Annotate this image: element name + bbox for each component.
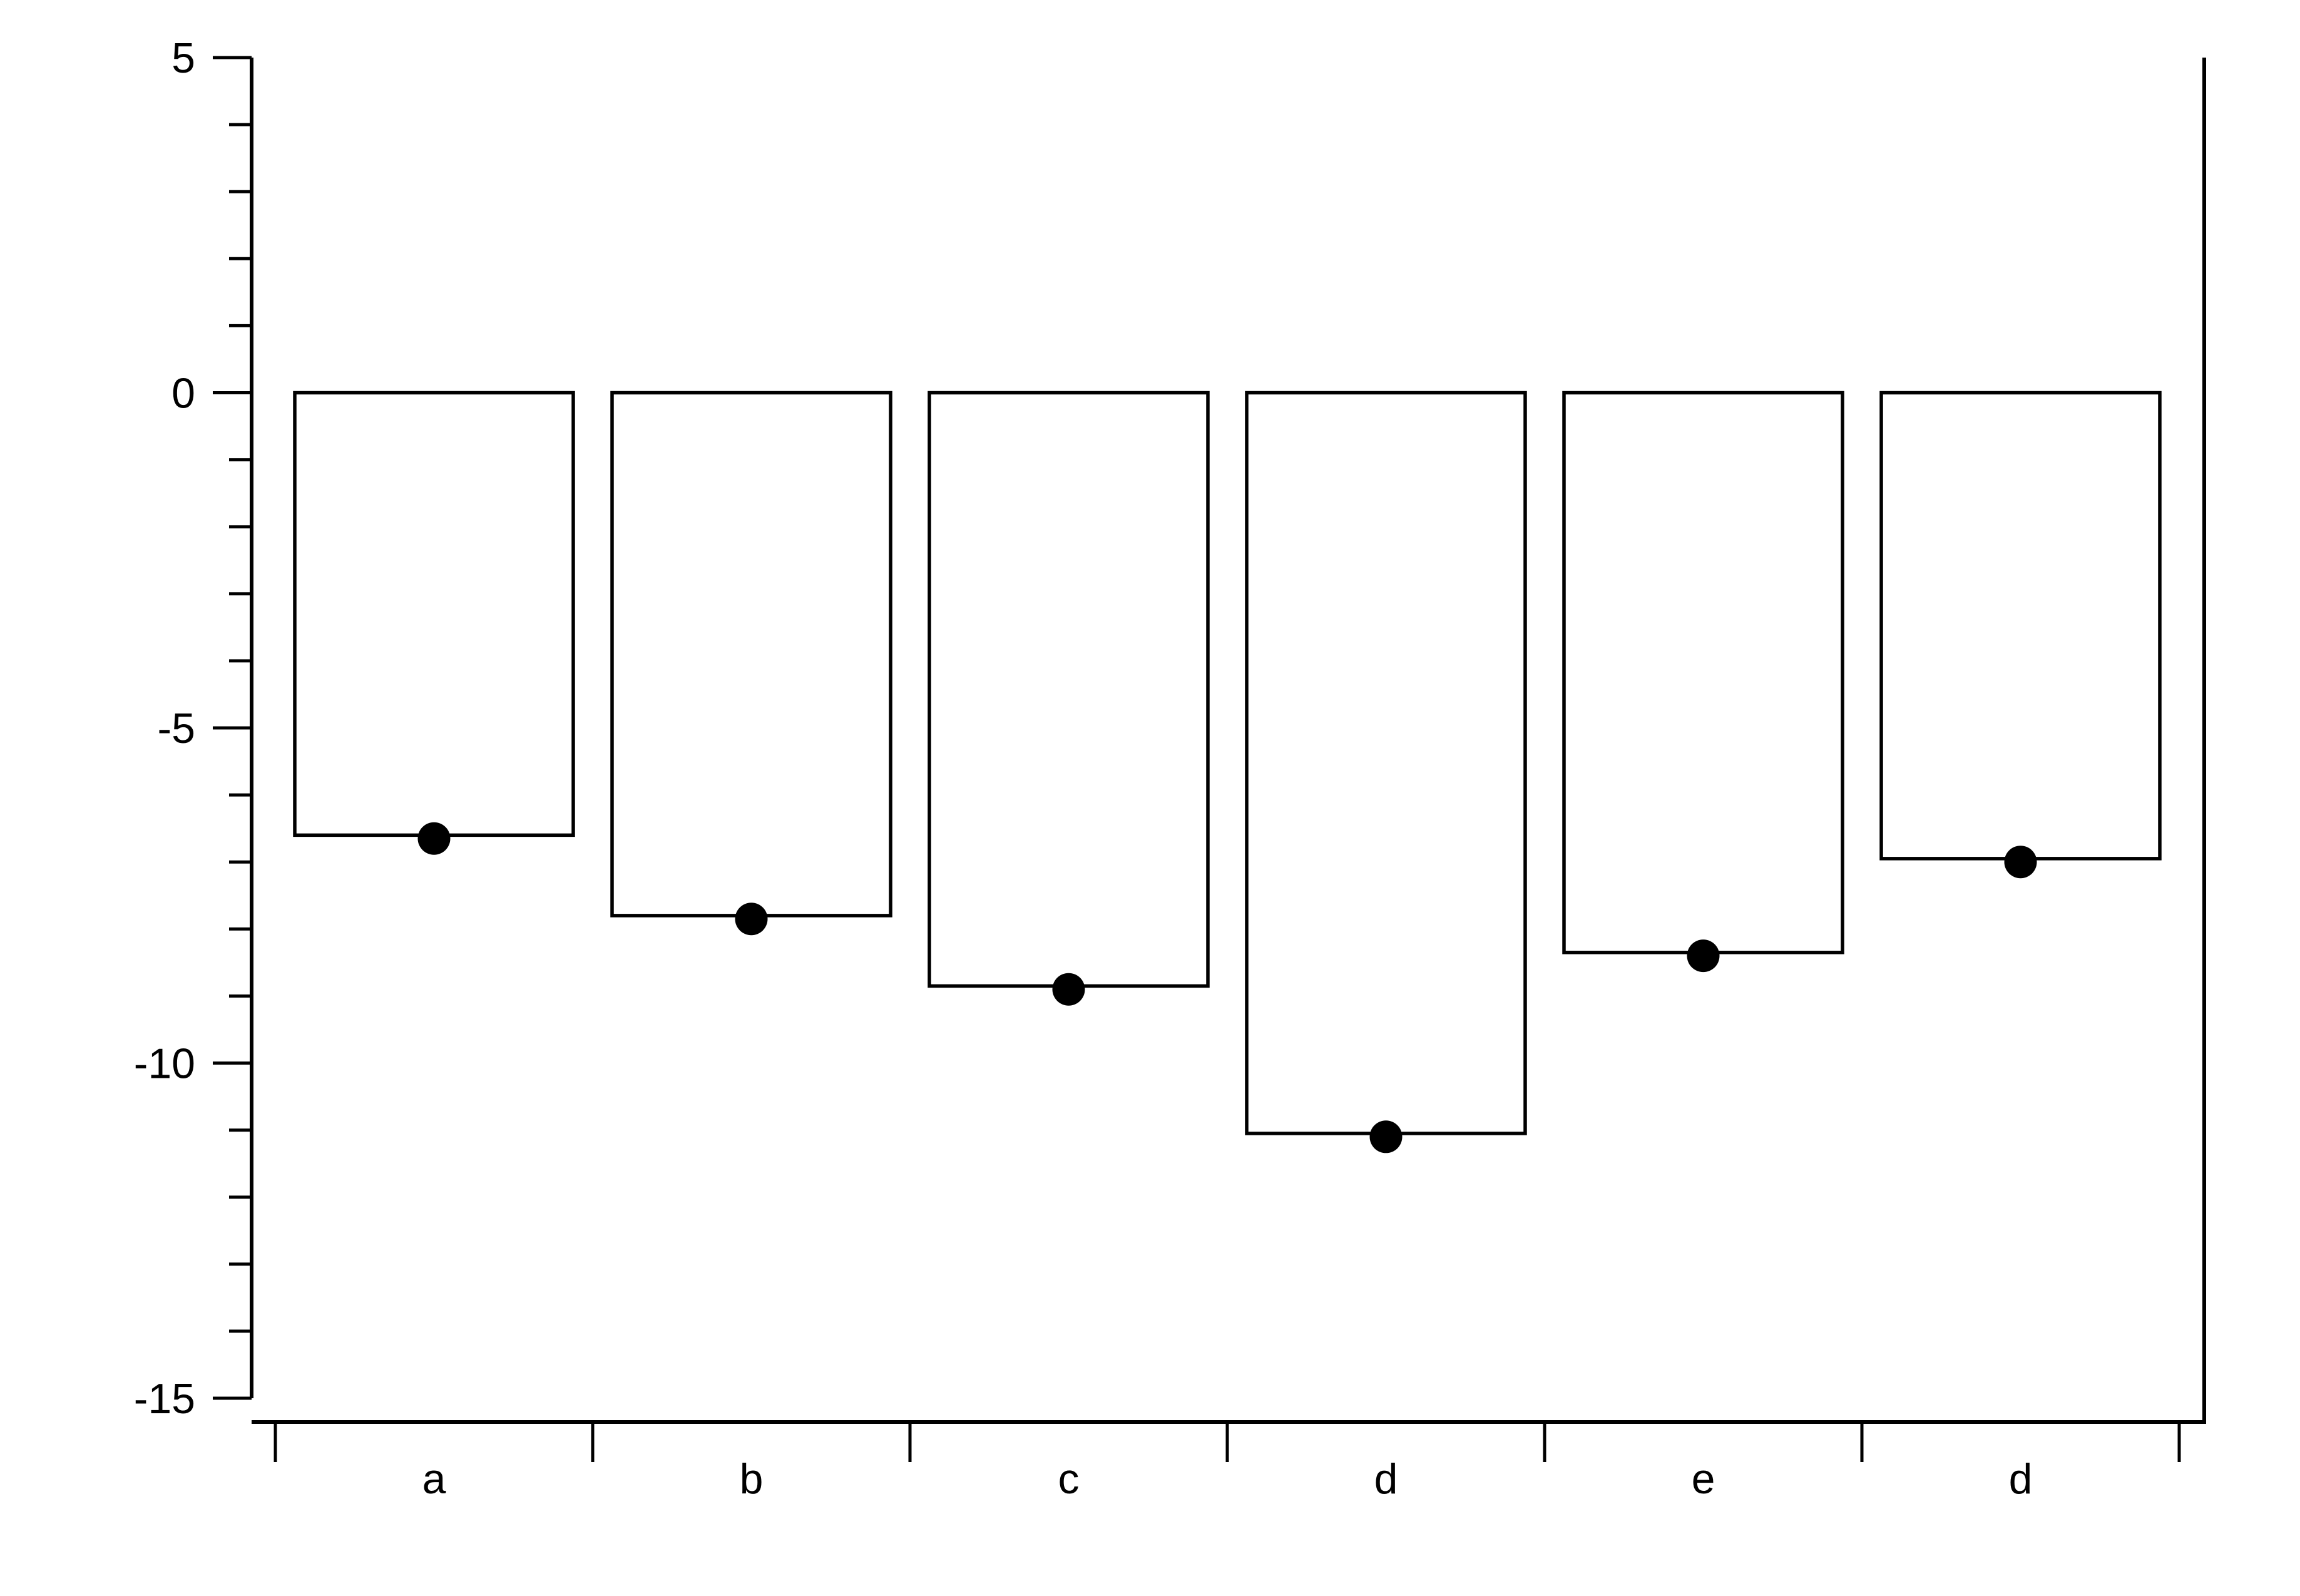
bar-2 [610, 391, 892, 918]
y-tick-label-4: -10 [134, 1040, 195, 1088]
y-tick-label-3: -5 [158, 705, 195, 752]
x-tick-label-2: b [740, 1455, 764, 1503]
x-tick-label-6: d [2009, 1455, 2033, 1503]
y-tick-label-5: -15 [134, 1375, 195, 1423]
marker-point-2 [735, 903, 768, 936]
bar-6 [1879, 391, 2162, 861]
marker-point-1 [417, 822, 451, 855]
x-tick-label-1: a [422, 1455, 446, 1503]
bar-3 [928, 391, 1210, 988]
markers-layer [417, 822, 2037, 1154]
y-tick-label-1: 5 [171, 34, 195, 82]
x-tick-label-5: e [1692, 1455, 1715, 1503]
marker-point-6 [2004, 846, 2037, 879]
axes-layer [213, 56, 2206, 1462]
marker-point-5 [1687, 939, 1720, 973]
bar-1 [293, 391, 575, 837]
marker-point-4 [1369, 1120, 1403, 1154]
bar-4 [1245, 391, 1527, 1135]
y-tick-label-2: 0 [171, 370, 195, 417]
bar-5 [1562, 391, 1844, 954]
marker-point-3 [1052, 973, 1085, 1006]
labels-layer: a b c d e d 5 0 -5 -10 -15 [134, 34, 2033, 1503]
bars-layer [293, 391, 2162, 1135]
x-tick-label-3: c [1058, 1455, 1080, 1503]
x-tick-label-4: d [1374, 1455, 1398, 1503]
